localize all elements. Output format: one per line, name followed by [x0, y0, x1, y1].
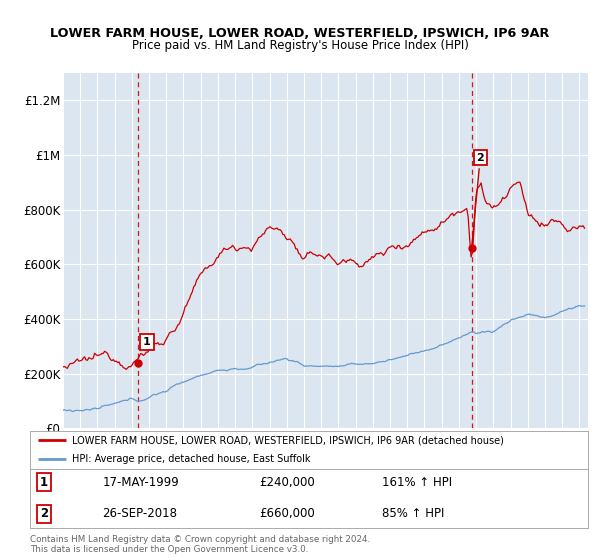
Text: £660,000: £660,000	[259, 507, 314, 520]
Text: LOWER FARM HOUSE, LOWER ROAD, WESTERFIELD, IPSWICH, IP6 9AR: LOWER FARM HOUSE, LOWER ROAD, WESTERFIEL…	[50, 27, 550, 40]
Text: 26-SEP-2018: 26-SEP-2018	[103, 507, 178, 520]
Text: 2: 2	[40, 507, 48, 520]
Text: 2: 2	[472, 152, 484, 245]
Text: 1: 1	[143, 337, 151, 347]
Text: 161% ↑ HPI: 161% ↑ HPI	[382, 476, 452, 489]
Text: Price paid vs. HM Land Registry's House Price Index (HPI): Price paid vs. HM Land Registry's House …	[131, 39, 469, 52]
Text: HPI: Average price, detached house, East Suffolk: HPI: Average price, detached house, East…	[72, 454, 310, 464]
Text: LOWER FARM HOUSE, LOWER ROAD, WESTERFIELD, IPSWICH, IP6 9AR (detached house): LOWER FARM HOUSE, LOWER ROAD, WESTERFIEL…	[72, 435, 504, 445]
Text: 1: 1	[40, 476, 48, 489]
Text: Contains HM Land Registry data © Crown copyright and database right 2024.
This d: Contains HM Land Registry data © Crown c…	[30, 535, 370, 554]
Text: 17-MAY-1999: 17-MAY-1999	[103, 476, 179, 489]
Text: £240,000: £240,000	[259, 476, 314, 489]
Text: 85% ↑ HPI: 85% ↑ HPI	[382, 507, 444, 520]
